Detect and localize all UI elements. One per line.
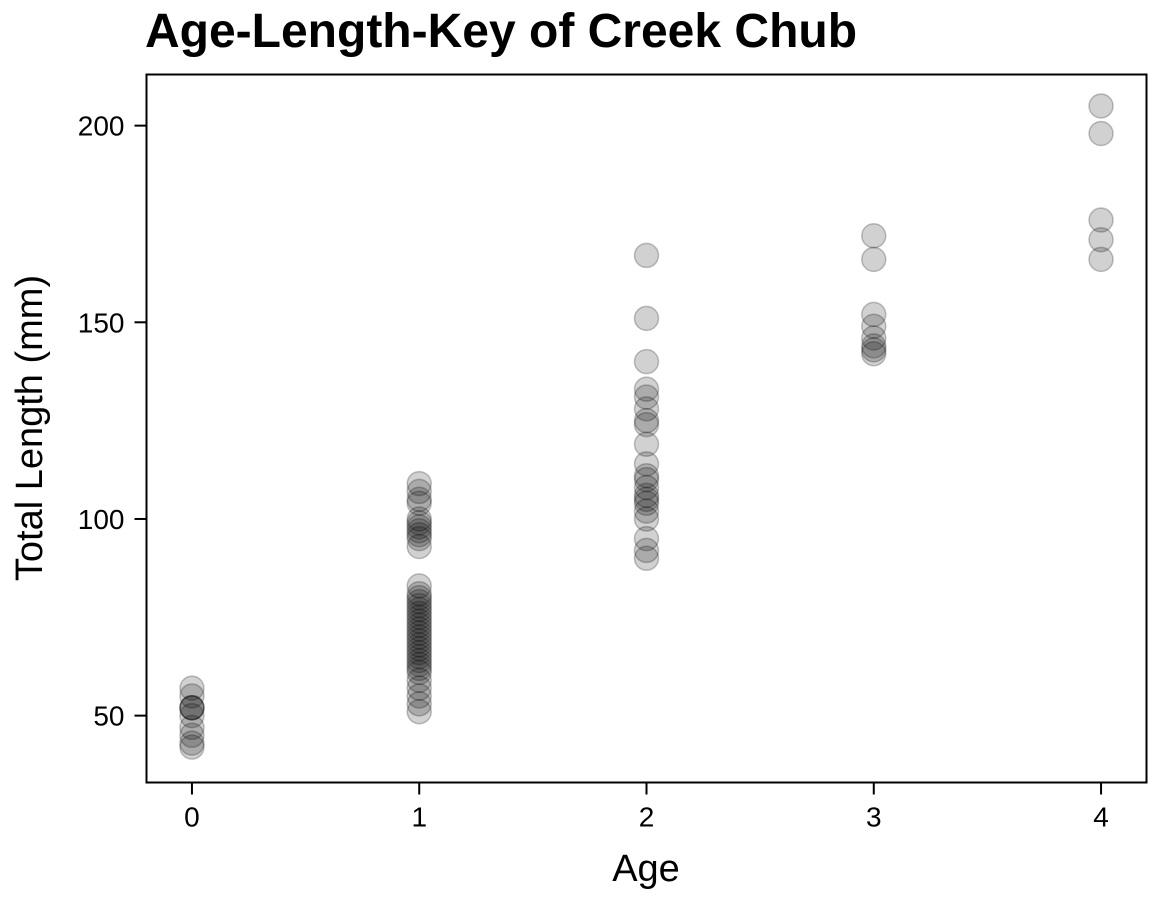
data-point [1088,207,1114,233]
data-point [406,683,432,709]
y-axis: 50 100 150 200 [78,111,147,732]
data-point [406,647,432,674]
data-point [861,301,887,328]
data-point [406,620,432,646]
data-point [406,470,432,497]
data-point [633,490,660,516]
data-point [406,698,432,725]
data-point [179,695,205,721]
data-point [406,588,432,615]
data-point [406,600,432,627]
data-point [633,384,660,410]
data-point [406,506,432,532]
data-point [406,478,432,505]
data-point [1088,226,1114,253]
data-point [179,695,205,721]
points-layer [179,93,1114,760]
data-point [406,573,432,599]
data-point [633,482,660,509]
data-point [406,659,432,686]
data-point [406,580,432,607]
x-tick-label: 3 [866,802,882,833]
y-tick-label: 150 [78,307,125,338]
data-point [861,325,887,351]
data-point [406,691,432,717]
x-tick-label: 0 [184,802,200,833]
data-point [633,545,660,572]
data-point [633,396,660,422]
data-point [633,348,660,375]
data-point [633,525,660,552]
data-point [633,462,660,489]
data-point [861,246,887,273]
data-point [406,596,432,623]
data-point [406,616,432,642]
data-point [406,490,432,516]
data-point [633,411,660,438]
data-point [861,337,887,363]
data-point [406,675,432,701]
y-tick-label: 100 [78,504,125,535]
x-tick-label: 4 [1093,802,1109,833]
data-point [406,636,432,662]
data-point [861,341,887,367]
data-point [633,498,660,524]
data-point [633,376,660,402]
y-tick-label: 200 [78,111,125,142]
data-point [633,451,660,477]
x-axis-title: Age [612,848,680,890]
data-point [406,651,432,678]
data-point [406,604,432,631]
data-point [633,305,660,332]
x-tick-label: 1 [411,802,427,833]
data-point [861,313,887,339]
data-point [179,702,205,729]
data-point [633,474,660,501]
data-point [633,407,660,434]
y-axis-title: Total Length (mm) [9,275,51,581]
x-tick-label: 2 [639,802,655,833]
data-point [406,612,432,638]
data-point [406,525,432,552]
data-point [406,584,432,611]
data-point [406,592,432,619]
data-point [861,333,887,359]
data-point [406,639,432,666]
data-point [633,466,660,493]
data-point [406,486,432,513]
data-point [406,518,432,544]
data-point [861,223,887,249]
data-point [1088,246,1114,273]
data-point [179,695,205,721]
data-point [406,667,432,693]
data-point [406,514,432,540]
data-point [179,722,205,749]
data-point [1088,120,1114,147]
data-point [633,431,660,457]
data-point [179,675,205,701]
data-point [1088,93,1114,119]
data-point [633,537,660,564]
x-axis: 0 1 2 3 4 [184,782,1109,833]
data-point [633,506,660,532]
chart-title: Age-Length-Key of Creek Chub [145,5,858,58]
data-point [179,734,205,760]
data-point [406,608,432,634]
data-point [179,714,205,741]
data-point [406,632,432,658]
data-point [406,521,432,548]
data-point [406,628,432,654]
data-point [406,624,432,650]
y-tick-label: 50 [93,701,124,732]
data-point [179,730,205,756]
data-point [633,242,660,269]
data-point [179,683,205,709]
data-point [633,486,660,513]
data-point [406,643,432,670]
data-point [406,655,432,682]
data-point [406,510,432,536]
data-point [406,533,432,560]
